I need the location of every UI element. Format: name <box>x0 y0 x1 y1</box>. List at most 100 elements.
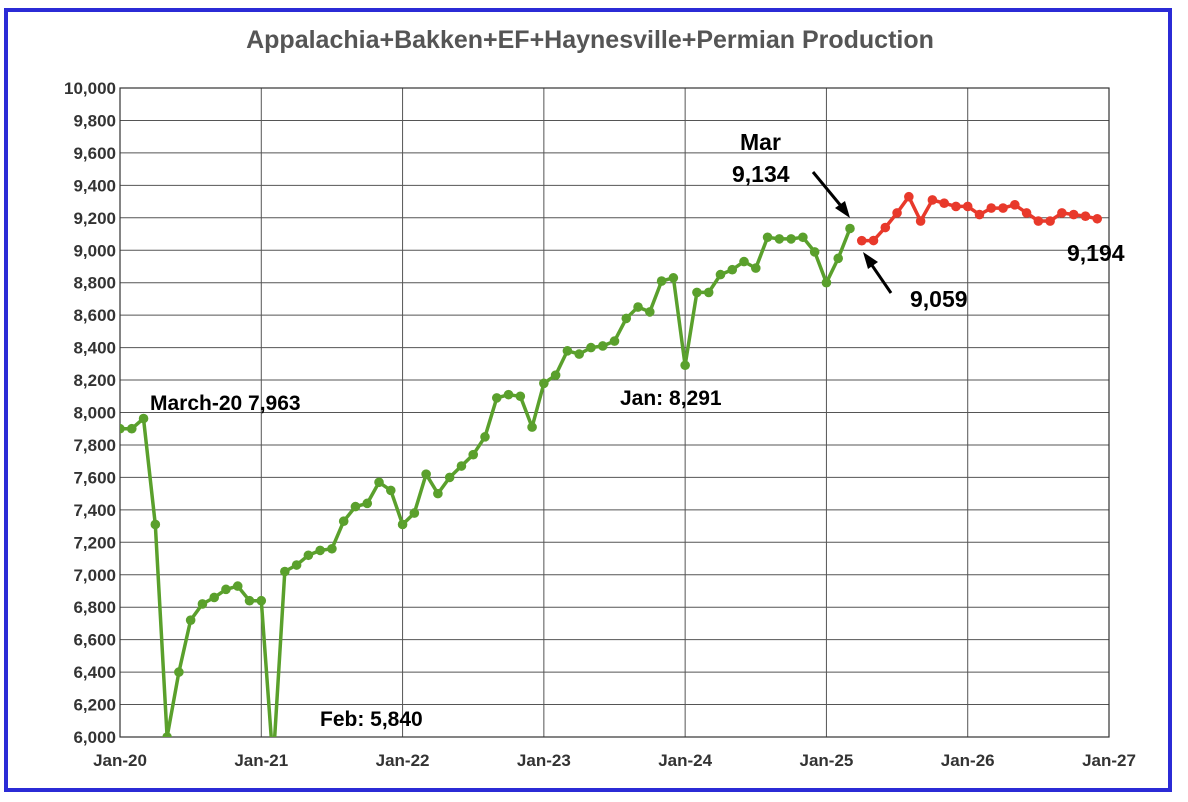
data-point <box>126 423 137 434</box>
data-point <box>362 498 373 509</box>
data-point <box>527 422 537 432</box>
data-point <box>645 307 655 317</box>
data-point <box>574 349 584 359</box>
data-point <box>456 461 467 471</box>
x-tick-label: Jan-20 <box>93 751 147 770</box>
data-point <box>668 273 679 283</box>
y-tick-label: 7,400 <box>73 501 116 520</box>
data-point <box>868 235 879 246</box>
data-point <box>503 389 514 400</box>
x-tick-label: Jan-24 <box>658 751 712 770</box>
data-point <box>515 391 526 402</box>
data-point <box>715 269 726 280</box>
data-point <box>1033 216 1044 226</box>
series-0 <box>120 223 855 737</box>
data-point <box>974 209 985 220</box>
annotation-apr-value: 9,059 <box>910 286 968 312</box>
data-point <box>1057 208 1067 218</box>
annotation-feb-low: Feb: 5,840 <box>320 708 423 731</box>
series <box>120 191 1103 737</box>
data-point <box>433 488 443 499</box>
data-point <box>915 216 926 226</box>
y-tick-label: 10,000 <box>64 79 116 98</box>
data-point <box>856 235 867 246</box>
data-point <box>833 253 844 264</box>
data-point <box>409 508 420 518</box>
data-point <box>221 584 231 595</box>
y-tick-label: 6,600 <box>73 631 116 650</box>
y-tick-label: 7,200 <box>73 533 116 552</box>
data-point <box>562 346 573 356</box>
data-point <box>162 732 172 737</box>
data-point <box>468 449 479 460</box>
data-point <box>609 336 620 346</box>
data-point <box>374 477 384 488</box>
series-1 <box>856 191 1103 246</box>
data-point <box>120 423 125 434</box>
y-tick-label: 6,800 <box>73 598 116 617</box>
data-point <box>303 550 314 561</box>
annotation-march20: March-20 7,963 <box>150 392 301 415</box>
data-point <box>1045 216 1055 226</box>
data-point <box>633 302 643 312</box>
y-tick-label: 7,800 <box>73 436 116 455</box>
chart-title: Appalachia+Bakken+EF+Haynesville+Permian… <box>246 26 934 54</box>
y-tick-label: 6,400 <box>73 663 116 682</box>
axis-labels: 6,000 6,200 6,400 6,600 6,800 7,000 7,200 7,400… <box>64 79 1136 770</box>
data-point <box>1021 208 1032 218</box>
chart-frame <box>4 8 1172 792</box>
data-point <box>727 264 738 275</box>
data-point <box>256 595 267 606</box>
data-point <box>892 208 902 218</box>
data-point <box>762 232 773 243</box>
y-tick-label: 7,000 <box>73 566 116 585</box>
data-point <box>703 287 714 298</box>
data-point <box>138 413 149 424</box>
data-point <box>550 370 561 380</box>
data-point <box>680 360 690 371</box>
data-point <box>385 485 396 496</box>
data-point <box>1092 213 1103 224</box>
data-point <box>197 599 208 609</box>
data-point <box>338 516 349 527</box>
data-point <box>150 519 161 530</box>
y-tick-label: 8,200 <box>73 371 116 390</box>
data-point <box>539 378 549 389</box>
y-tick-label: 7,600 <box>73 468 116 487</box>
data-point <box>586 342 596 353</box>
series-line <box>120 227 852 737</box>
data-point <box>491 393 502 403</box>
data-point <box>444 472 455 483</box>
y-tick-label: 9,800 <box>73 111 116 130</box>
plot-area-border <box>119 87 1110 738</box>
x-tick-label: Jan-26 <box>941 751 995 770</box>
data-point <box>739 256 749 267</box>
data-point <box>986 203 997 213</box>
annotation-jan-low: Jan: 8,291 <box>620 387 722 410</box>
data-point <box>397 519 408 530</box>
x-tick-label: Jan-27 <box>1082 751 1136 770</box>
x-tick-label: Jan-23 <box>517 751 571 770</box>
y-tick-label: 8,400 <box>73 339 116 358</box>
data-point <box>880 222 891 233</box>
data-point <box>845 223 855 234</box>
data-point <box>232 581 243 591</box>
data-point <box>692 287 702 298</box>
data-point <box>244 595 255 606</box>
annotation-mar-value: 9,134 <box>732 161 790 187</box>
data-point <box>962 201 973 212</box>
x-tick-label: Jan-25 <box>799 751 853 770</box>
data-point <box>786 234 796 244</box>
data-point <box>809 247 820 257</box>
apr-arrow-head <box>863 252 878 269</box>
mar-arrow-head <box>835 201 850 218</box>
y-tick-label: 8,000 <box>73 404 116 423</box>
data-point <box>951 201 961 212</box>
data-point <box>327 543 337 554</box>
annotations: March-20 7,963 Feb: 5,840 Jan: 8,291 Mar… <box>150 129 1125 731</box>
data-point <box>350 501 361 512</box>
data-point <box>597 341 608 351</box>
data-point <box>798 232 808 243</box>
data-point <box>1068 209 1079 220</box>
